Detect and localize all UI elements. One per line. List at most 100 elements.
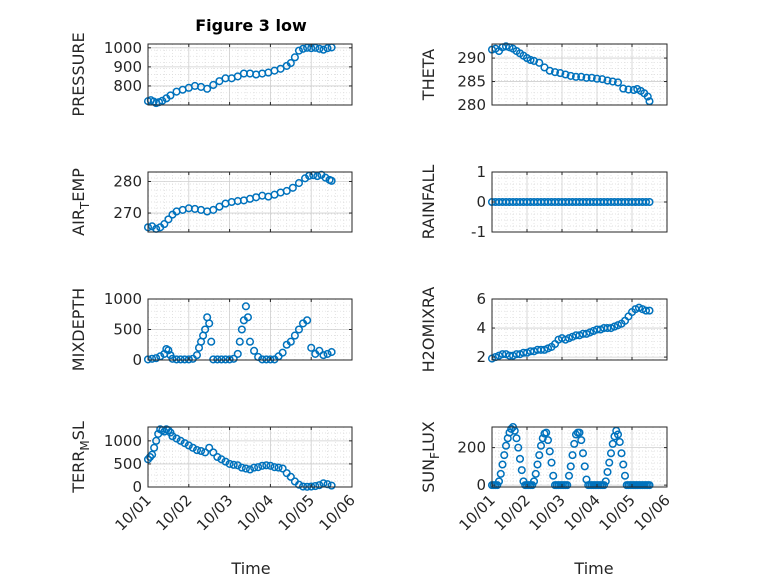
subplot-6: 2 4 6 H2OMIXRA <box>419 287 668 373</box>
data-series <box>487 42 654 106</box>
data-point <box>209 355 218 364</box>
figure-title: Figure 3 low <box>195 16 307 35</box>
data-point <box>188 443 197 452</box>
data-point <box>645 197 654 207</box>
x-tick-label: 10/03 <box>526 491 569 534</box>
y-tick-label: 0 <box>132 351 142 369</box>
data-point <box>278 464 287 473</box>
data-point <box>148 354 157 363</box>
data-point <box>235 337 244 346</box>
data-point <box>294 325 304 334</box>
data-point <box>570 439 579 448</box>
data-point <box>617 449 626 458</box>
data-point <box>282 186 291 195</box>
data-point <box>290 53 299 62</box>
data-point <box>184 355 193 364</box>
data-point <box>148 450 157 459</box>
x-tick-label: 10/05 <box>596 491 639 534</box>
data-point <box>608 439 617 448</box>
data-point <box>556 69 565 78</box>
data-point <box>192 446 202 455</box>
y-tick-label: 280 <box>113 172 142 190</box>
y-tick-label: 1000 <box>104 39 142 57</box>
data-point <box>307 343 316 352</box>
data-point <box>207 337 216 346</box>
data-point <box>323 349 332 358</box>
data-point <box>496 469 505 478</box>
subplot-3: 270 280 AIRTEMP <box>69 168 353 236</box>
data-point <box>258 461 267 470</box>
data-point <box>643 92 652 101</box>
data-point <box>270 463 279 472</box>
data-point <box>528 481 537 490</box>
y-axis-label: THETA <box>419 49 438 101</box>
data-point <box>152 354 161 363</box>
data-point <box>288 183 297 192</box>
x-axis-label-left: Time <box>230 559 270 578</box>
data-point <box>645 306 654 315</box>
data-point <box>286 59 295 68</box>
data-point <box>603 467 612 477</box>
data-point <box>215 202 224 211</box>
data-point <box>498 460 507 469</box>
x-tick-label: 10/01 <box>456 491 499 534</box>
y-tick-label: 200 <box>457 439 486 457</box>
data-point <box>323 480 332 489</box>
data-point <box>500 451 509 460</box>
data-point <box>266 461 275 470</box>
data-point <box>203 84 212 93</box>
data-series <box>143 43 336 108</box>
y-axis-label: SUNFLUX <box>419 421 442 493</box>
data-point <box>213 452 222 462</box>
data-point <box>229 460 238 469</box>
data-point <box>196 446 206 456</box>
data-point <box>217 455 226 464</box>
data-point <box>578 449 588 458</box>
data-point <box>217 355 226 364</box>
y-tick-label: 1 <box>476 163 486 181</box>
data-point <box>645 481 654 490</box>
data-point <box>192 351 202 360</box>
data-point <box>615 437 624 447</box>
axes-box <box>147 171 353 233</box>
data-point <box>315 44 324 53</box>
data-point <box>545 447 554 456</box>
data-point <box>517 466 526 475</box>
data-point <box>180 355 189 364</box>
y-tick-label: -1 <box>471 223 486 241</box>
data-point <box>160 220 169 229</box>
data-point <box>298 44 308 53</box>
data-point <box>526 55 535 65</box>
y-tick-label: 285 <box>457 73 486 91</box>
data-point <box>243 313 253 322</box>
data-point <box>209 205 218 214</box>
data-point <box>313 172 322 181</box>
data-point <box>501 441 511 450</box>
data-point <box>213 355 222 364</box>
data-point <box>168 354 177 363</box>
y-axis-label: AIRTEMP <box>69 168 92 236</box>
data-point <box>245 465 255 474</box>
axes-box <box>491 426 668 488</box>
data-point <box>150 443 159 452</box>
data-point <box>568 451 577 460</box>
y-axis-label: RAINFALL <box>419 165 438 240</box>
y-tick-label: 800 <box>113 77 142 95</box>
y-axis-label: H2OMIXRA <box>419 287 438 373</box>
data-point <box>152 436 161 445</box>
data-point <box>172 355 181 364</box>
data-point <box>494 477 504 486</box>
y-tick-label: 0 <box>476 476 486 494</box>
data-point <box>158 96 167 105</box>
data-point <box>535 451 544 460</box>
data-point <box>176 436 185 445</box>
data-point <box>561 70 570 79</box>
y-tick-label: 6 <box>476 290 486 308</box>
data-point <box>225 355 234 364</box>
subplot-4: -1 0 1 RAINFALL <box>419 163 668 241</box>
data-point <box>262 355 271 364</box>
x-tick-label: 10/03 <box>193 491 236 534</box>
data-point <box>266 355 275 364</box>
